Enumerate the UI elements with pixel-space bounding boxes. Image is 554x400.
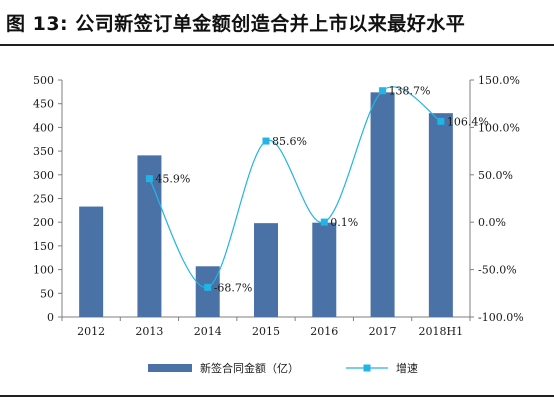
legend-bar-label: 新签合同金额（亿） — [200, 361, 299, 375]
legend-line-label: 增速 — [396, 361, 418, 375]
x-tick-label: 2013 — [135, 325, 163, 338]
left-tick-label: 200 — [33, 216, 54, 229]
x-tick-label: 2017 — [369, 325, 397, 338]
bar — [137, 155, 162, 317]
growth-data-label: -68.7% — [214, 281, 253, 294]
x-tick-label: 2012 — [77, 325, 105, 338]
x-tick-label: 2018H1 — [419, 325, 464, 338]
left-tick-label: 300 — [33, 169, 54, 182]
chart-title: 图 13: 公司新签订单金额创造合并上市以来最好水平 — [6, 12, 466, 35]
left-tick-label: 0 — [47, 311, 54, 324]
bar — [312, 222, 337, 317]
bar — [254, 223, 278, 317]
legend-bar-swatch — [148, 364, 192, 372]
right-tick-label: -100.0% — [478, 311, 524, 324]
growth-line — [148, 86, 442, 288]
left-tick-label: 250 — [33, 193, 54, 206]
left-tick-label: 500 — [33, 74, 54, 87]
left-tick-label: 50 — [40, 287, 54, 300]
growth-data-label: 45.9% — [155, 173, 190, 186]
growth-data-label: 106.4% — [447, 115, 489, 128]
growth-marker — [437, 117, 445, 125]
bar — [195, 266, 220, 317]
x-tick-label: 2016 — [310, 325, 338, 338]
growth-marker — [262, 137, 270, 145]
left-tick-label: 450 — [33, 98, 54, 111]
bar — [79, 206, 104, 317]
left-tick-label: 150 — [33, 240, 54, 253]
x-tick-label: 2014 — [194, 325, 222, 338]
combo-chart: 0 50 100 150 200 250 300 350 400 450 500 -100.0% -50… — [33, 74, 524, 375]
legend-line-marker — [363, 364, 371, 372]
bar — [428, 113, 453, 318]
right-tick-label: -50.0% — [478, 264, 517, 277]
right-tick-label: 100.0% — [478, 121, 520, 134]
chart-title-bar: 图 13: 公司新签订单金额创造合并上市以来最好水平 — [0, 0, 554, 46]
growth-data-label: 85.6% — [272, 135, 307, 148]
bar — [370, 92, 395, 317]
left-tick-label: 350 — [33, 145, 54, 158]
growth-marker — [379, 87, 387, 95]
left-tick-label: 400 — [33, 121, 54, 134]
left-tick-label: 100 — [33, 264, 54, 277]
right-tick-label: 0.0% — [478, 216, 506, 229]
right-tick-label: 150.0% — [478, 74, 520, 87]
growth-marker — [320, 218, 328, 226]
growth-data-label: 0.1% — [330, 216, 358, 229]
right-tick-label: 50.0% — [478, 169, 513, 182]
growth-marker — [145, 175, 153, 183]
x-tick-label: 2015 — [252, 325, 280, 338]
growth-marker — [204, 283, 212, 291]
growth-data-label: 138.7% — [389, 85, 431, 98]
bottom-divider — [0, 395, 554, 397]
